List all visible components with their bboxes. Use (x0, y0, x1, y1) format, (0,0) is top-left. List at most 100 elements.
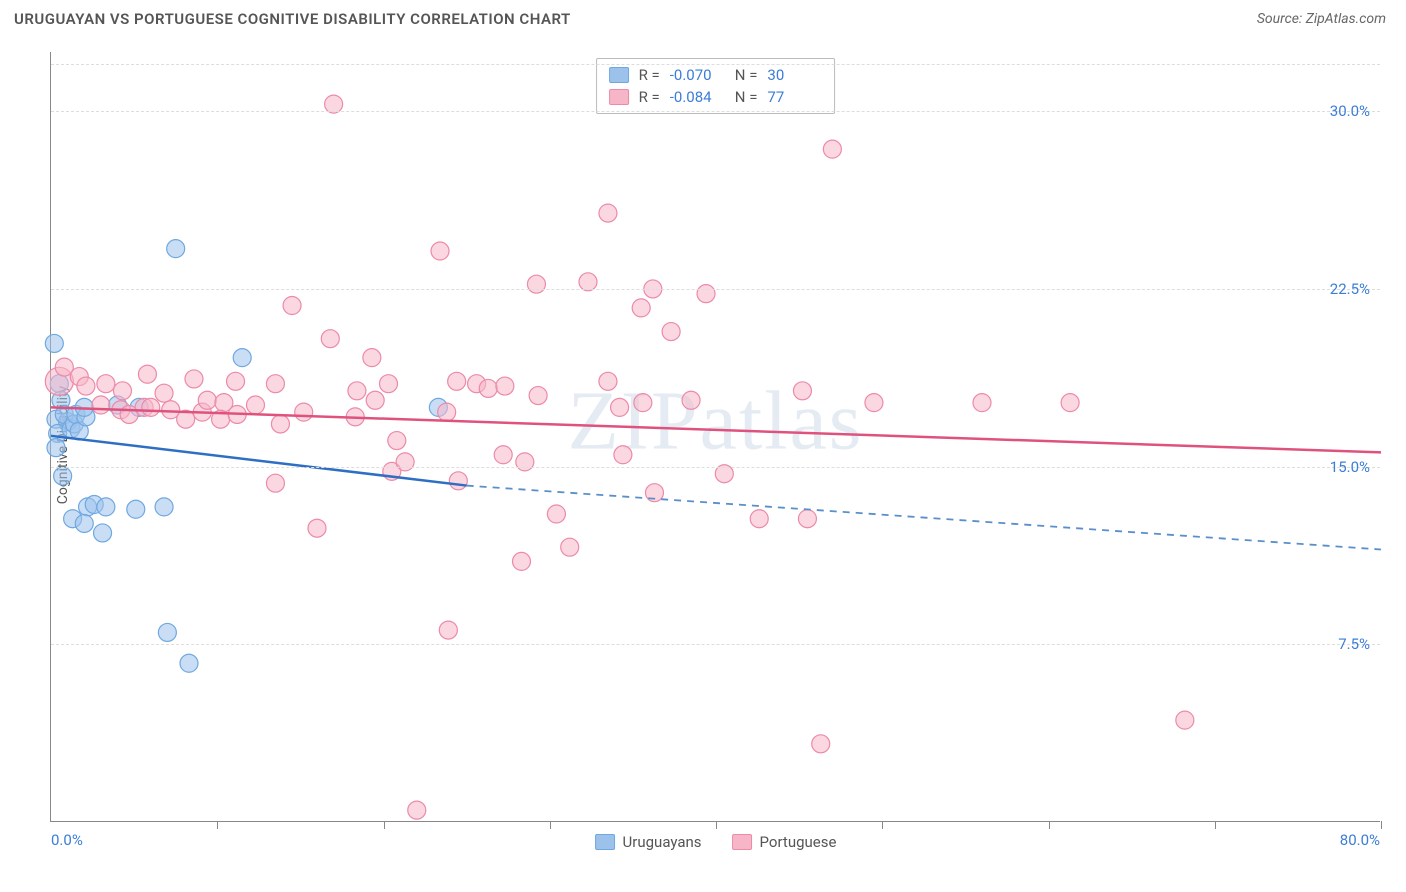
scatter-point (438, 403, 456, 421)
scatter-point (94, 524, 112, 542)
scatter-point (750, 510, 768, 528)
scatter-point (321, 330, 339, 348)
scatter-point (227, 372, 245, 390)
x-tick (1049, 821, 1050, 829)
x-tick (550, 821, 551, 829)
y-tick-label: 15.0% (1330, 458, 1370, 476)
scatter-point (295, 403, 313, 421)
correlation-legend: R =-0.070N =30R =-0.084N =77 (596, 58, 836, 114)
scatter-point (363, 349, 381, 367)
scatter-point (396, 453, 414, 471)
scatter-point (155, 498, 173, 516)
scatter-point (97, 375, 115, 393)
scatter-point (512, 552, 530, 570)
r-value: -0.084 (670, 88, 725, 106)
scatter-point (266, 474, 284, 492)
x-tick (217, 821, 218, 829)
scatter-point (547, 505, 565, 523)
x-tick (1381, 821, 1382, 829)
correlation-row: R =-0.084N =77 (609, 86, 823, 108)
legend-item: Uruguayans (595, 833, 702, 851)
x-tick (1215, 821, 1216, 829)
scatter-point (614, 446, 632, 464)
grid-line (51, 111, 1380, 112)
scatter-point (516, 453, 534, 471)
scatter-point (408, 801, 426, 819)
scatter-point (185, 370, 203, 388)
chart-plot-area: Cognitive Disability ZIPatlas 0.0% 80.0%… (50, 52, 1380, 822)
grid-line (51, 467, 1380, 468)
scatter-point (448, 372, 466, 390)
scatter-point (632, 299, 650, 317)
scatter-point (812, 735, 830, 753)
scatter-point (158, 623, 176, 641)
scatter-point (973, 394, 991, 412)
scatter-point (348, 382, 366, 400)
bottom-legend: Uruguayans Portuguese (595, 833, 837, 851)
scatter-point (529, 387, 547, 405)
y-tick-label: 30.0% (1330, 102, 1370, 120)
scatter-point (439, 621, 457, 639)
n-value: 30 (767, 66, 822, 84)
chart-header: URUGUAYAN VS PORTUGUESE COGNITIVE DISABI… (0, 0, 1406, 38)
stat-label: R = (639, 88, 660, 106)
stat-label: N = (735, 66, 758, 84)
scatter-point (167, 240, 185, 258)
scatter-svg (51, 52, 1380, 821)
grid-line (51, 64, 1380, 65)
scatter-point (308, 519, 326, 537)
legend-label: Uruguayans (623, 833, 702, 851)
legend-label: Portuguese (760, 833, 837, 851)
scatter-point (54, 467, 72, 485)
x-tick (882, 821, 883, 829)
scatter-point (798, 510, 816, 528)
scatter-point (599, 204, 617, 222)
scatter-point (634, 394, 652, 412)
scatter-point (283, 297, 301, 315)
stat-label: R = (639, 66, 660, 84)
scatter-point (697, 285, 715, 303)
scatter-point (431, 242, 449, 260)
correlation-row: R = -0.070 N = 30 (609, 64, 823, 86)
scatter-point (127, 500, 145, 518)
source-credit: Source: ZipAtlas.com (1257, 11, 1386, 27)
scatter-point (823, 140, 841, 158)
legend-swatch (595, 834, 615, 850)
scatter-point (75, 514, 93, 532)
grid-line (51, 644, 1380, 645)
grid-line (51, 289, 1380, 290)
scatter-point (142, 398, 160, 416)
trend-line (51, 407, 1381, 452)
scatter-point (496, 377, 514, 395)
scatter-point (155, 384, 173, 402)
scatter-point (682, 391, 700, 409)
scatter-point (611, 398, 629, 416)
y-tick-label: 7.5% (1338, 635, 1370, 653)
y-tick-label: 22.5% (1330, 280, 1370, 298)
scatter-point (1061, 394, 1079, 412)
scatter-point (494, 446, 512, 464)
x-axis-min-label: 0.0% (51, 831, 83, 849)
scatter-point (45, 334, 63, 352)
scatter-point (246, 396, 264, 414)
scatter-point (793, 382, 811, 400)
x-axis-max-label: 80.0% (1340, 831, 1380, 849)
scatter-point (271, 415, 289, 433)
legend-swatch (609, 67, 629, 83)
scatter-point (266, 375, 284, 393)
x-tick (384, 821, 385, 829)
scatter-point (97, 498, 115, 516)
scatter-point (379, 375, 397, 393)
scatter-point (233, 349, 251, 367)
scatter-point (662, 323, 680, 341)
scatter-point (113, 382, 131, 400)
scatter-point (180, 654, 198, 672)
scatter-point (1176, 711, 1194, 729)
scatter-point (47, 439, 65, 457)
scatter-point (92, 396, 110, 414)
legend-item: Portuguese (732, 833, 837, 851)
scatter-point (77, 377, 95, 395)
r-value: -0.070 (670, 66, 725, 84)
scatter-point (527, 275, 545, 293)
scatter-point (599, 372, 617, 390)
